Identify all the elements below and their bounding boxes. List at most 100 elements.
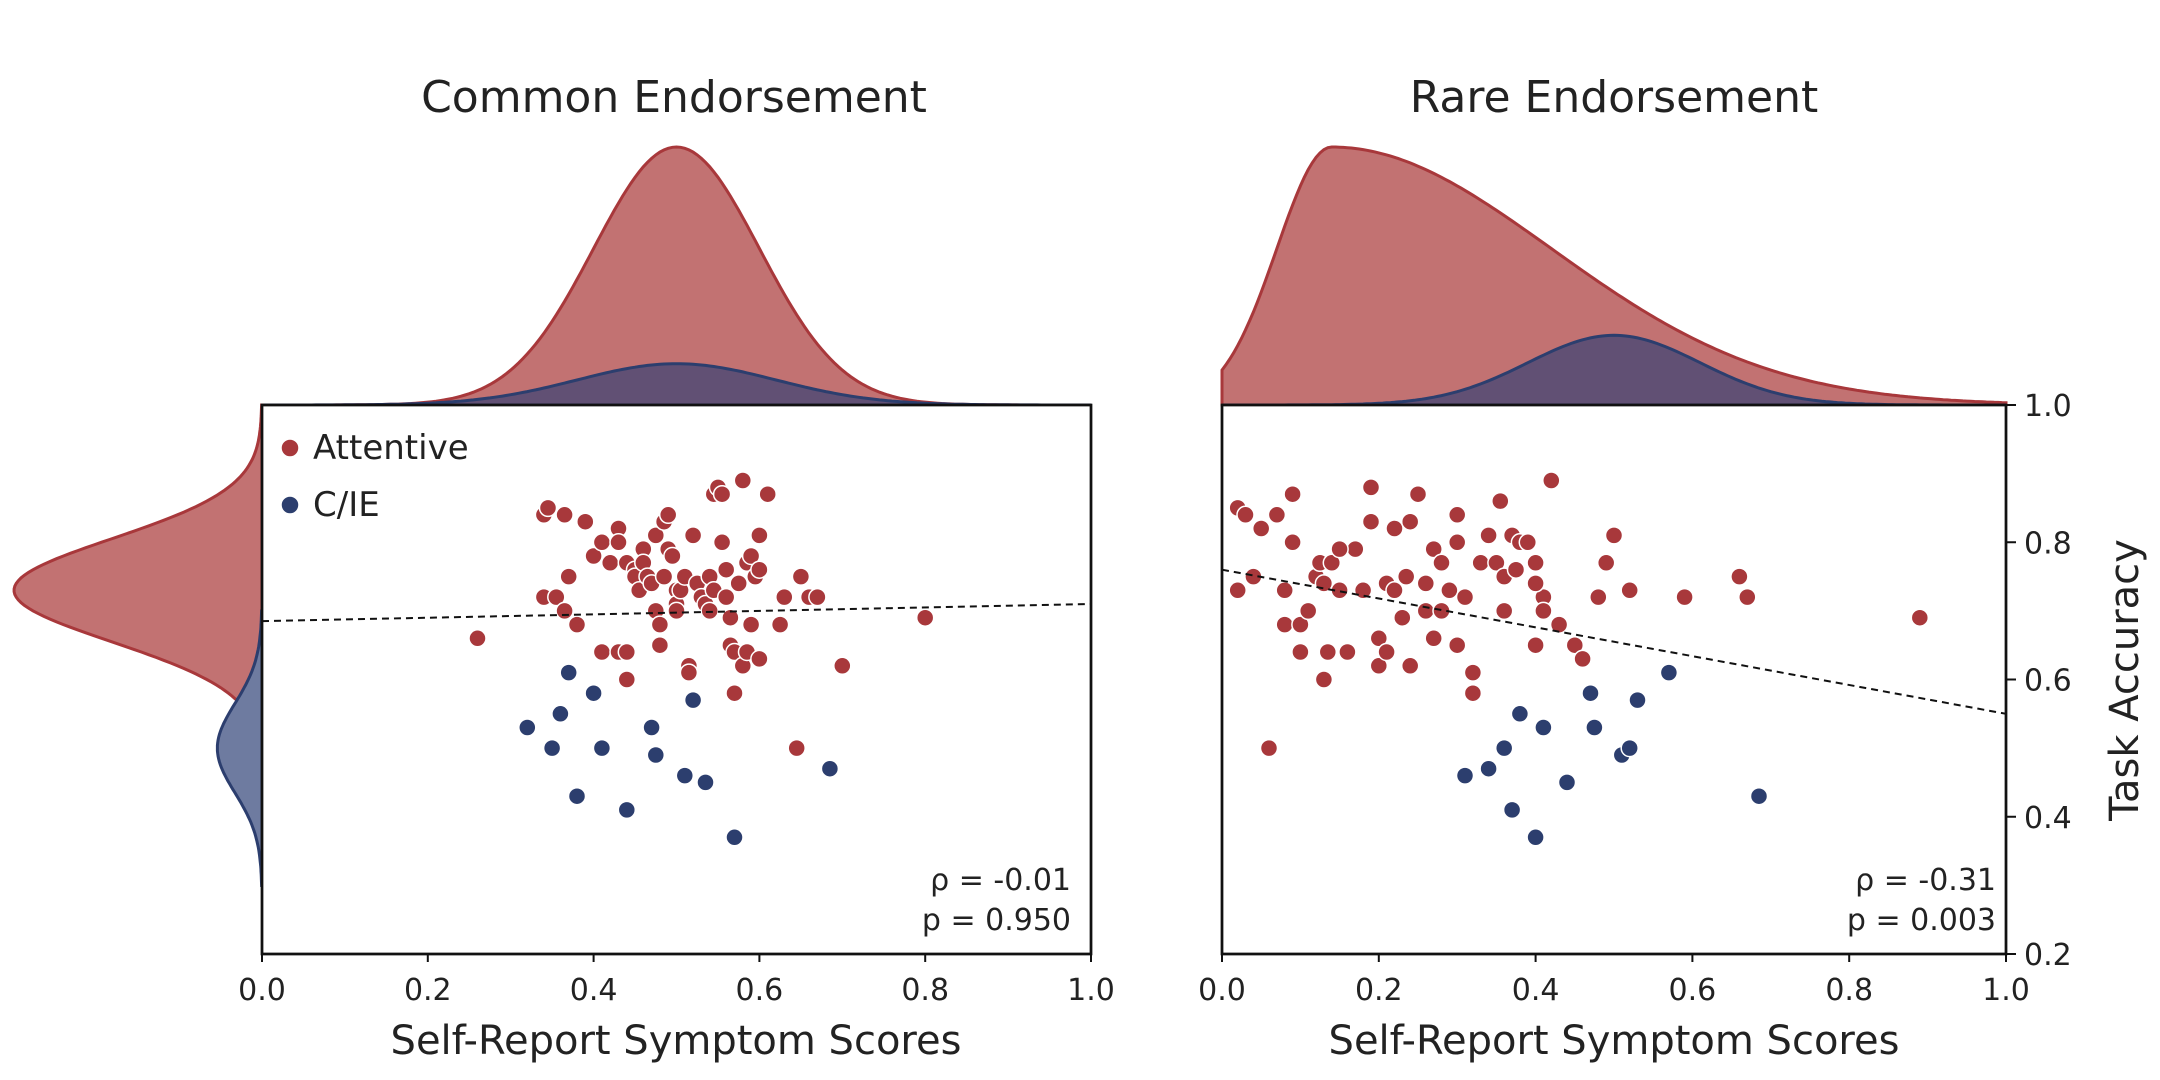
cie-point	[592, 738, 612, 758]
attentive-point	[750, 526, 769, 545]
attentive-point	[1338, 642, 1357, 662]
rare-regression-line	[1221, 568, 2007, 715]
attentive-point	[1526, 553, 1545, 573]
attentive-point	[1471, 553, 1490, 573]
attentive-point	[679, 663, 699, 682]
legend: Attentive C/IE	[280, 428, 469, 525]
common-plot-frame	[260, 403, 1093, 956]
x-tick-label: 1.0	[1982, 973, 2030, 1008]
attentive-point	[1322, 553, 1342, 573]
x-tick-label: 0.8	[1825, 973, 1873, 1008]
attentive-point	[667, 601, 686, 621]
attentive-point	[555, 505, 574, 525]
attentive-point	[716, 560, 736, 579]
attentive-point	[1526, 635, 1545, 655]
attentive-point	[1369, 629, 1389, 648]
attentive-point	[741, 615, 761, 634]
attentive-point	[1463, 683, 1483, 703]
common-plot-border	[260, 403, 1093, 956]
attentive-point	[1479, 526, 1498, 545]
common-p-annotation: p = 0.950	[922, 903, 1071, 938]
attentive-point	[1424, 539, 1443, 559]
attentive-point	[787, 738, 806, 758]
attentive-point	[775, 587, 794, 607]
attentive-point	[617, 670, 637, 689]
attentive-point	[1447, 635, 1467, 655]
cie-point	[1510, 704, 1530, 724]
rare-endorsement-panel: Rare Endorsement 0.0 0.2 0.4 0.6 0.8 1.0 0.20…	[1198, 72, 2148, 1064]
attentive-point	[1377, 642, 1396, 662]
x-tick-label: 0.2	[404, 973, 452, 1008]
cie-point	[518, 718, 537, 737]
cie-point	[725, 828, 744, 847]
attentive-point	[1596, 553, 1616, 573]
attentive-density-top	[1220, 145, 2008, 407]
attentive-point	[770, 615, 790, 634]
attentive-point	[1424, 629, 1443, 648]
attentive-point	[1369, 656, 1389, 676]
cie-point	[642, 718, 661, 737]
attentive-point	[567, 615, 587, 634]
attentive-point	[1910, 608, 1930, 627]
attentive-point	[1353, 581, 1373, 600]
rare-x-ticks: 0.0 0.2 0.4 0.6 0.8 1.0	[1198, 954, 2030, 1008]
attentive-point	[721, 608, 740, 627]
attentive-point	[1738, 587, 1757, 607]
rare-x-axis-label: Self-Report Symptom Scores	[1329, 1018, 1900, 1064]
attentive-point	[1491, 491, 1510, 511]
attentive-point	[1534, 601, 1553, 621]
common-endorsement-title: Common Endorsement	[421, 72, 927, 123]
attentive-point	[600, 553, 620, 573]
attentive-point	[1675, 587, 1694, 607]
attentive-point	[1518, 533, 1538, 552]
cie-point	[1581, 683, 1600, 703]
attentive-point	[1432, 553, 1451, 573]
x-tick-label: 0.4	[1512, 973, 1560, 1008]
attentive-point	[1361, 512, 1381, 531]
attentive-point	[716, 587, 736, 607]
cie-point	[1479, 759, 1498, 778]
cie-point	[584, 683, 603, 703]
attentive-point	[576, 512, 595, 531]
attentive-point	[1346, 539, 1365, 559]
attentive-point	[1565, 635, 1585, 655]
attentive-point	[1393, 608, 1412, 627]
common-x-axis-label: Self-Report Symptom Scores	[391, 1018, 962, 1064]
attentive-point	[1228, 581, 1247, 600]
legend-attentive-marker	[280, 438, 300, 458]
legend-attentive-label: Attentive	[313, 428, 469, 468]
attentive-point	[683, 526, 703, 545]
rare-y-ticks: 0.2 0.4 0.6 0.8 1.0	[2006, 389, 2072, 973]
attentive-point	[1361, 478, 1381, 497]
cie-point	[1628, 690, 1647, 710]
attentive-point	[1542, 471, 1561, 490]
attentive-point	[725, 683, 744, 703]
attentive-point	[1447, 505, 1467, 525]
cie-point	[1749, 786, 1769, 806]
attentive-point	[712, 484, 732, 504]
common-x-ticks: 0.0 0.2 0.4 0.6 0.8 1.0	[238, 954, 1115, 1008]
attentive-point	[833, 656, 852, 676]
attentive-point	[1416, 601, 1436, 621]
common-rho-annotation: ρ = -0.01	[930, 863, 1071, 898]
attentive-point	[592, 533, 612, 552]
attentive-point	[1330, 539, 1349, 559]
legend-cie-label: C/IE	[313, 485, 380, 525]
attentive-point	[1267, 505, 1287, 525]
attentive-point	[729, 574, 748, 593]
y-tick-label: 1.0	[2024, 389, 2072, 424]
attentive-point	[808, 587, 827, 607]
common-left-marginal-kde	[12, 403, 264, 887]
cie-density-left	[215, 609, 264, 887]
attentive-point	[584, 546, 603, 566]
attentive-point	[1730, 567, 1749, 586]
attentive-point	[1236, 505, 1255, 525]
attentive-point	[1549, 615, 1569, 634]
attentive-point	[758, 484, 777, 504]
cie-point	[1534, 718, 1553, 737]
attentive-point	[1589, 587, 1608, 607]
attentive-point	[1275, 581, 1294, 600]
common-regression-line	[261, 603, 1092, 623]
attentive-point	[592, 642, 612, 662]
